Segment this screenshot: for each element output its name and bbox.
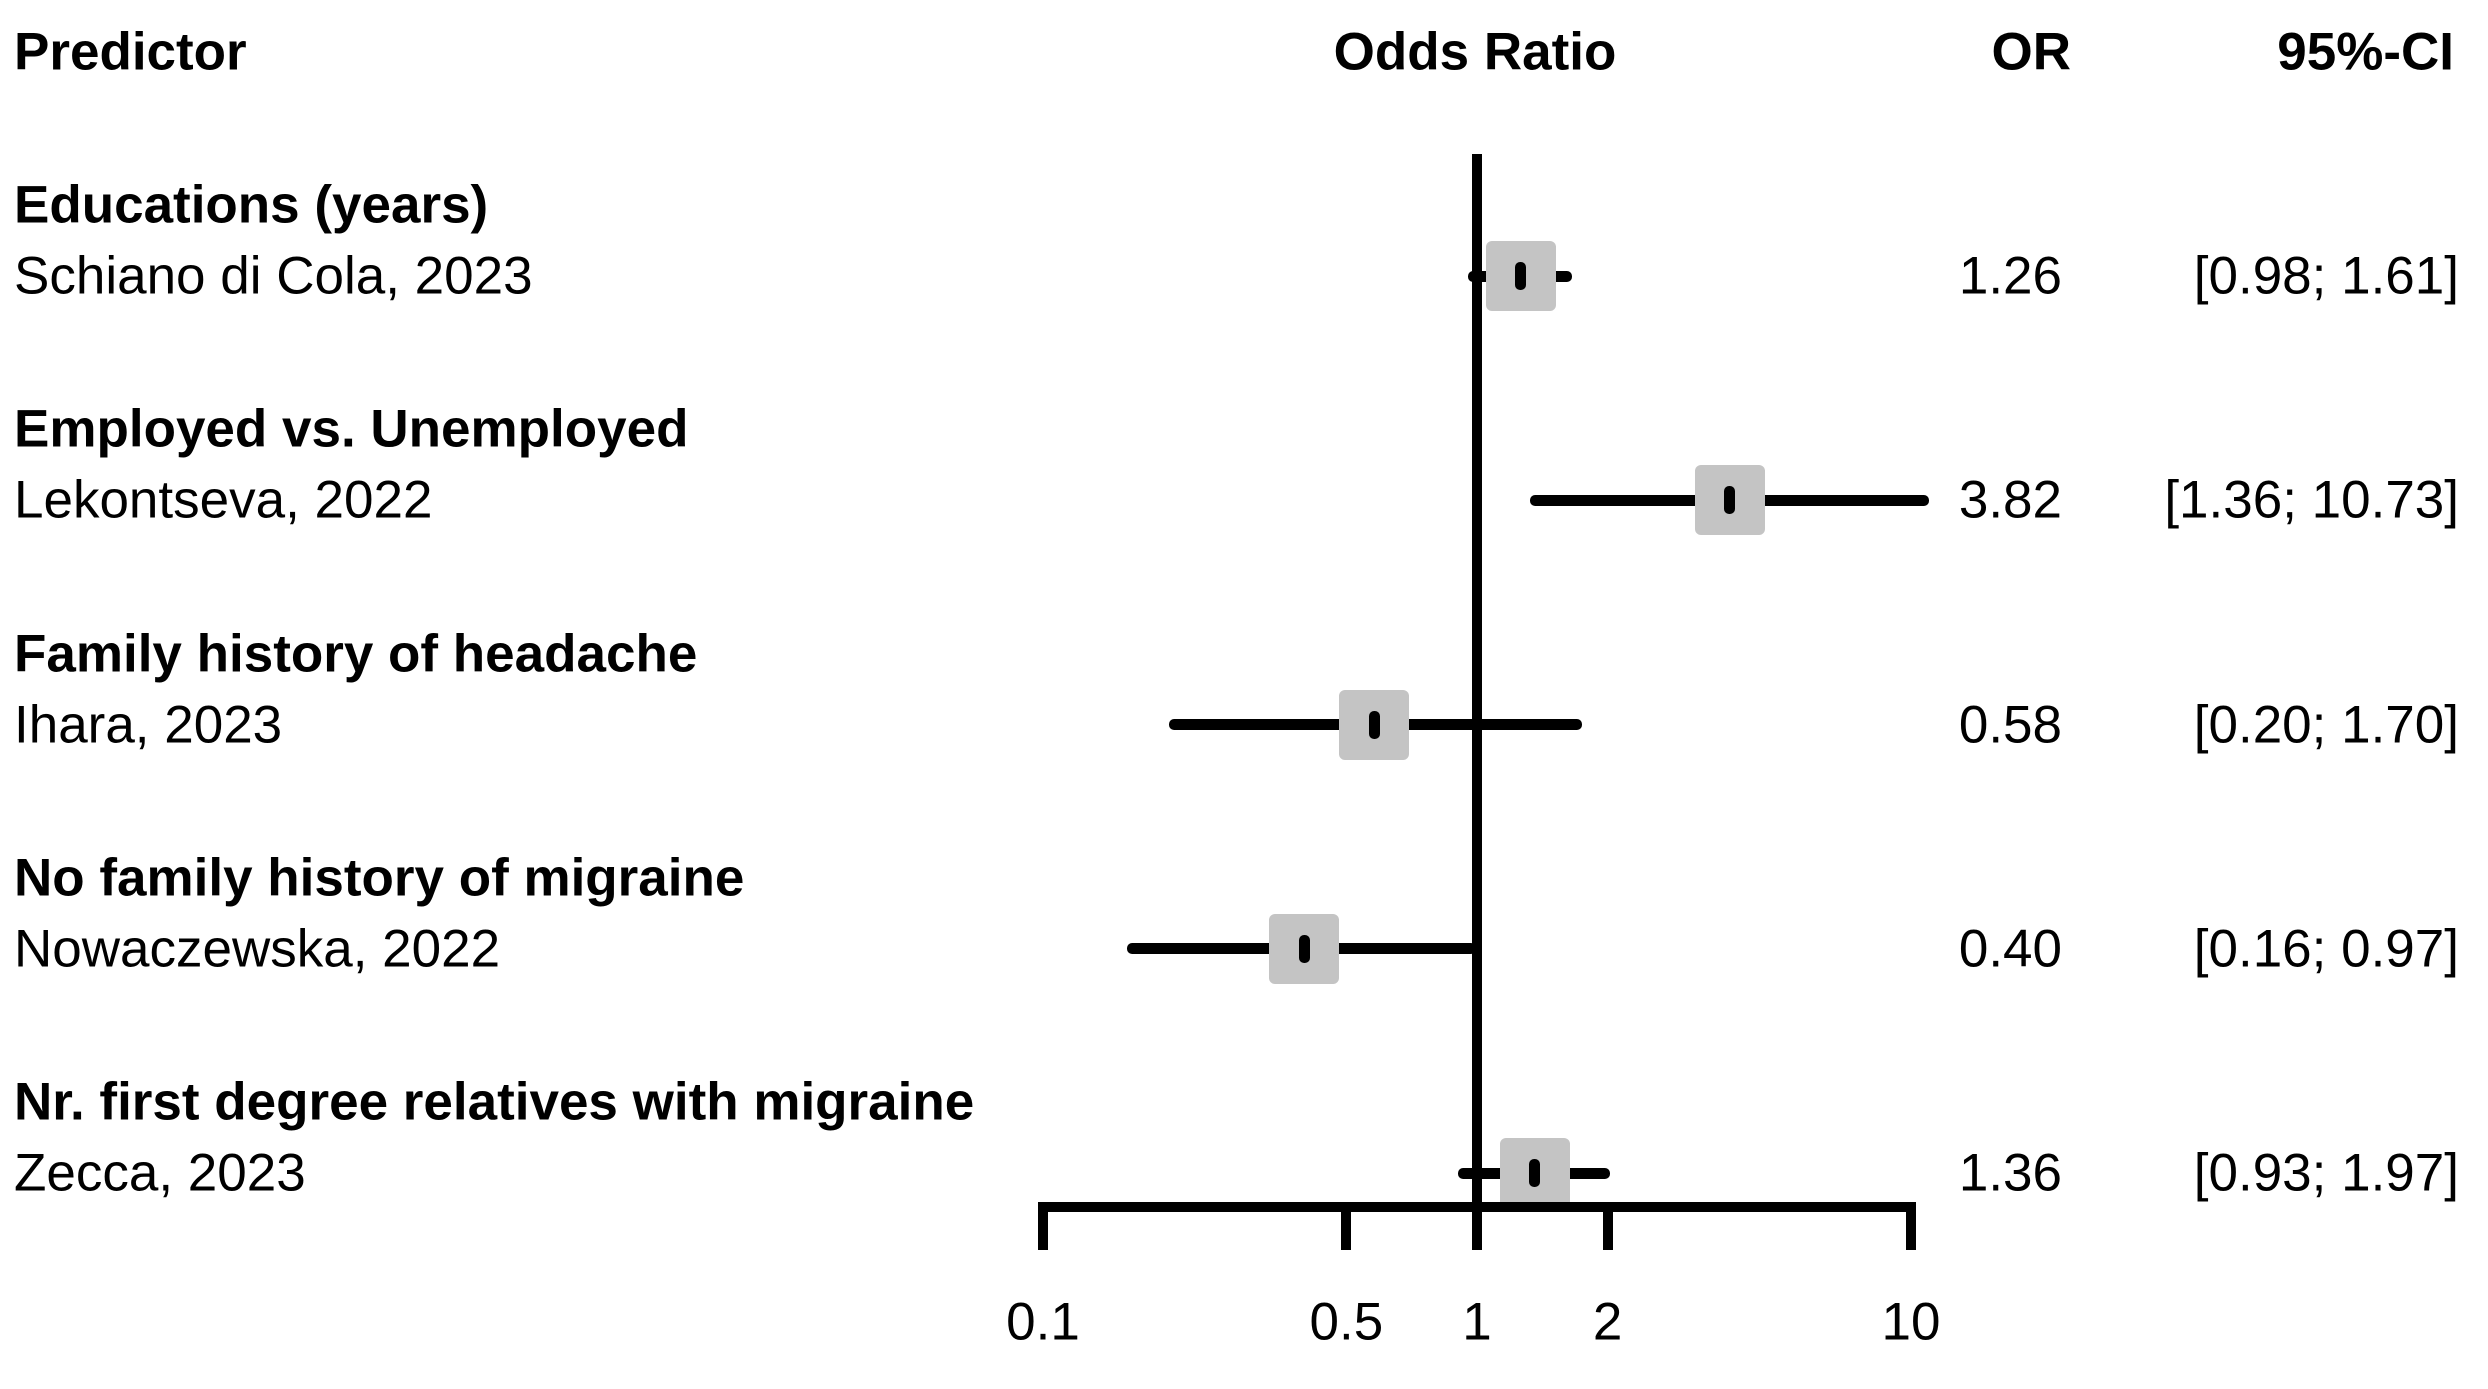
group-label: Family history of headache [14, 624, 698, 683]
or-value: 1.36 [1958, 1143, 2062, 1203]
study-label: Ihara, 2023 [14, 695, 283, 754]
x-axis-tick-label: 0.1 [1006, 1292, 1080, 1352]
ci-value: [0.98; 1.61] [2193, 246, 2459, 306]
ci-value: [0.20; 1.70] [2193, 695, 2459, 754]
point-estimate-marker [1368, 710, 1380, 739]
x-axis-tick [1038, 1202, 1048, 1250]
ci-value: [0.93; 1.97] [2193, 1143, 2459, 1203]
study-label: Schiano di Cola, 2023 [14, 246, 533, 306]
or-value: 0.58 [1958, 695, 2062, 754]
column-header-or: OR [1991, 22, 2072, 82]
point-estimate-marker [1724, 486, 1736, 515]
x-axis-tick-label: 1 [1462, 1292, 1492, 1352]
x-axis-tick [1602, 1202, 1613, 1250]
column-header-ci: 95%-CI [2277, 22, 2454, 82]
point-estimate-marker [1298, 934, 1310, 963]
study-label: Nowaczewska, 2022 [14, 919, 501, 979]
column-header-odds-ratio: Odds Ratio [1333, 22, 1617, 82]
group-label: Nr. first degree relatives with migraine [14, 1072, 975, 1132]
study-label: Lekontseva, 2022 [14, 470, 433, 530]
x-axis-tick-label: 2 [1592, 1292, 1623, 1352]
or-value: 0.40 [1958, 919, 2062, 979]
group-label: No family history of migraine [14, 848, 745, 908]
ci-value: [0.16; 0.97] [2193, 919, 2459, 979]
point-estimate-marker [1529, 1159, 1541, 1187]
ci-value: [1.36; 10.73] [2164, 470, 2459, 530]
or-value: 1.26 [1958, 246, 2062, 306]
study-label: Zecca, 2023 [14, 1143, 306, 1203]
x-axis-tick-label: 0.5 [1309, 1292, 1384, 1352]
group-label: Educations (years) [14, 175, 489, 235]
x-axis-tick [1472, 1202, 1482, 1250]
reference-line [1472, 154, 1482, 1207]
point-estimate-marker [1515, 262, 1527, 290]
group-label: Employed vs. Unemployed [14, 399, 689, 459]
x-axis-tick [1341, 1202, 1352, 1250]
x-axis-tick [1906, 1202, 1916, 1250]
column-header-predictor: Predictor [14, 22, 247, 82]
x-axis-tick-label: 10 [1881, 1292, 1941, 1352]
or-value: 3.82 [1958, 470, 2062, 530]
